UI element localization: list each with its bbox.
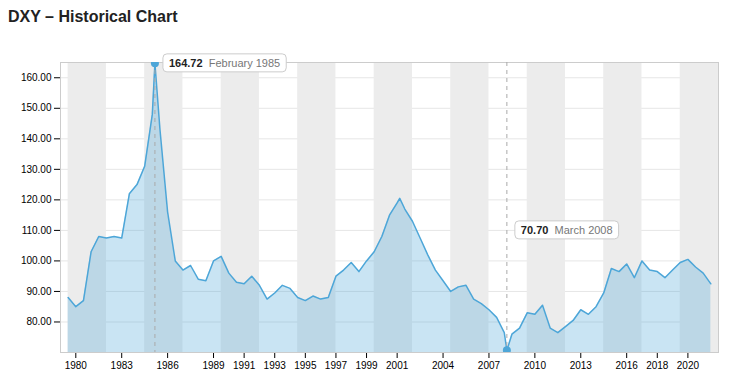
svg-text:1997: 1997	[325, 360, 348, 371]
svg-text:1983: 1983	[111, 360, 134, 371]
svg-text:130.00: 130.00	[21, 164, 52, 175]
svg-text:2010: 2010	[524, 360, 547, 371]
svg-text:2004: 2004	[432, 360, 455, 371]
svg-text:120.00: 120.00	[21, 194, 52, 205]
svg-text:1999: 1999	[355, 360, 378, 371]
svg-text:140.00: 140.00	[21, 133, 52, 144]
svg-text:90.00: 90.00	[26, 286, 51, 297]
svg-text:1980: 1980	[65, 360, 88, 371]
svg-text:2013: 2013	[570, 360, 593, 371]
svg-text:80.00: 80.00	[26, 316, 51, 327]
svg-text:1995: 1995	[294, 360, 317, 371]
svg-text:1993: 1993	[264, 360, 287, 371]
svg-text:1986: 1986	[156, 360, 179, 371]
svg-text:160.00: 160.00	[21, 72, 52, 83]
svg-text:150.00: 150.00	[21, 102, 52, 113]
svg-text:2016: 2016	[616, 360, 639, 371]
svg-text:2001: 2001	[386, 360, 409, 371]
svg-text:164.72 February 1985: 164.72 February 1985	[169, 57, 280, 69]
svg-text:100.00: 100.00	[21, 255, 52, 266]
svg-text:2018: 2018	[646, 360, 669, 371]
svg-text:1989: 1989	[202, 360, 225, 371]
svg-text:2020: 2020	[677, 360, 700, 371]
svg-text:2007: 2007	[478, 360, 501, 371]
svg-text:70.70 March 2008: 70.70 March 2008	[521, 224, 613, 236]
svg-text:1991: 1991	[233, 360, 256, 371]
html-text:DXY – Historical Chart: DXY – Historical Chart	[8, 8, 178, 25]
svg-text:110.00: 110.00	[22, 225, 52, 236]
